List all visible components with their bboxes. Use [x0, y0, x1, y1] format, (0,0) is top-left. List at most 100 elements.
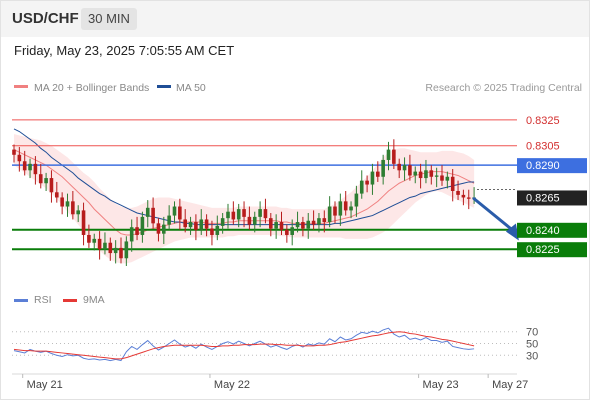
last-price-label: 0.8265	[526, 192, 560, 204]
bollinger-band-layer	[14, 134, 475, 264]
candle-body	[269, 218, 273, 229]
support-label-box	[517, 222, 587, 238]
candle-body	[408, 165, 412, 176]
price-label-layer: 0.8325 0.8305 0.8290 0.8265 0.8240 0.8225	[517, 115, 587, 258]
candle-body	[424, 170, 428, 179]
candle-body	[33, 163, 38, 175]
candle-body	[301, 222, 305, 229]
candle-body	[263, 209, 268, 219]
chart-datetime: Friday, May 23, 2025 7:05:55 AM CET	[14, 43, 235, 58]
candle-body	[199, 219, 204, 230]
forecast-arrow-shaft	[472, 197, 514, 232]
forecast-arrow-head	[505, 223, 519, 241]
rsi-legend: RSI 9MA	[14, 294, 105, 306]
candle-body	[317, 218, 321, 225]
resistance-label: 0.8325	[526, 115, 560, 127]
candle-body	[71, 201, 75, 215]
candle-body	[22, 161, 27, 171]
bollinger-band	[14, 134, 475, 264]
candle-body	[456, 191, 460, 195]
candle-body	[119, 247, 123, 259]
candle-body	[215, 225, 220, 235]
candle-body	[145, 207, 150, 217]
candle-body	[418, 171, 423, 179]
candle-body	[349, 206, 353, 211]
candle-body	[103, 242, 107, 250]
candle-body	[129, 227, 134, 242]
candle-body	[220, 218, 225, 226]
candle-body	[113, 247, 118, 254]
candlestick-layer	[12, 139, 476, 267]
candle-body	[156, 223, 161, 234]
candle-body	[65, 201, 70, 207]
candle-body	[210, 228, 214, 235]
support-label-box	[517, 242, 587, 258]
price-legend: MA 20 + Bollinger Bands MA 50	[14, 82, 206, 94]
legend-ma20-label: MA 20 + Bollinger Bands	[34, 82, 149, 94]
candle-body	[247, 216, 252, 225]
x-tick-label: May 22	[214, 379, 250, 391]
forecast-arrow-layer	[472, 197, 519, 241]
candle-body	[279, 222, 284, 230]
candle-body	[252, 216, 257, 225]
candle-body	[333, 206, 337, 216]
candle-body	[231, 211, 236, 220]
candle-body	[354, 193, 359, 207]
candle-body	[306, 220, 311, 229]
legend-ma50-label: MA 50	[176, 82, 206, 94]
last-price-label-box	[517, 190, 587, 206]
header-bar: USD/CHF 30 MIN	[1, 1, 589, 37]
x-axis: May 21 May 22 May 23 May 27	[12, 373, 528, 391]
candle-body	[343, 201, 348, 211]
candle-body	[242, 209, 246, 217]
candle-body	[183, 219, 187, 228]
candle-body	[402, 165, 407, 171]
pivot-label-box	[517, 158, 587, 174]
candle-body	[135, 227, 139, 235]
candle-body	[440, 175, 444, 181]
candle-body	[172, 206, 177, 216]
candle-body	[445, 176, 450, 181]
rsi-line	[13, 327, 475, 362]
legend-9ma-label: 9MA	[83, 294, 105, 306]
candle-body	[17, 154, 22, 162]
support-label: 0.8225	[526, 244, 560, 256]
candle-body	[55, 192, 59, 198]
candle-body	[92, 238, 97, 243]
candle-body	[60, 197, 64, 207]
candle-body	[429, 170, 434, 177]
timeframe-badge[interactable]: 30 MIN	[81, 8, 137, 30]
symbol-title: USD/CHF	[12, 10, 79, 27]
candle-body	[295, 222, 300, 228]
candle-body	[204, 219, 209, 229]
pivot-label: 0.8290	[526, 160, 560, 172]
candle-body	[140, 216, 145, 235]
legend-ma20-swatch	[14, 85, 28, 88]
rsi-9ma-line	[13, 331, 475, 360]
legend-9ma-swatch	[63, 299, 77, 302]
x-tick-label: May 23	[423, 379, 459, 391]
candle-body	[461, 194, 466, 198]
candle-body	[188, 222, 193, 228]
rsi-tick-label: 30	[526, 350, 538, 362]
candle-body	[76, 210, 80, 215]
candle-body	[413, 171, 418, 176]
candle-body	[338, 201, 343, 216]
candle-body	[311, 220, 316, 225]
candle-body	[226, 211, 230, 219]
resistance-label: 0.8305	[526, 141, 560, 153]
candle-body	[466, 197, 471, 199]
candle-body	[370, 171, 375, 185]
x-tick-label: May 21	[27, 379, 63, 391]
candle-body	[81, 210, 86, 235]
candle-body	[392, 149, 396, 164]
candle-body	[376, 171, 380, 177]
candle-body	[28, 163, 32, 171]
candle-body	[178, 206, 182, 220]
candle-body	[44, 178, 48, 184]
rsi-lines	[13, 327, 475, 362]
candle-body	[381, 159, 385, 177]
